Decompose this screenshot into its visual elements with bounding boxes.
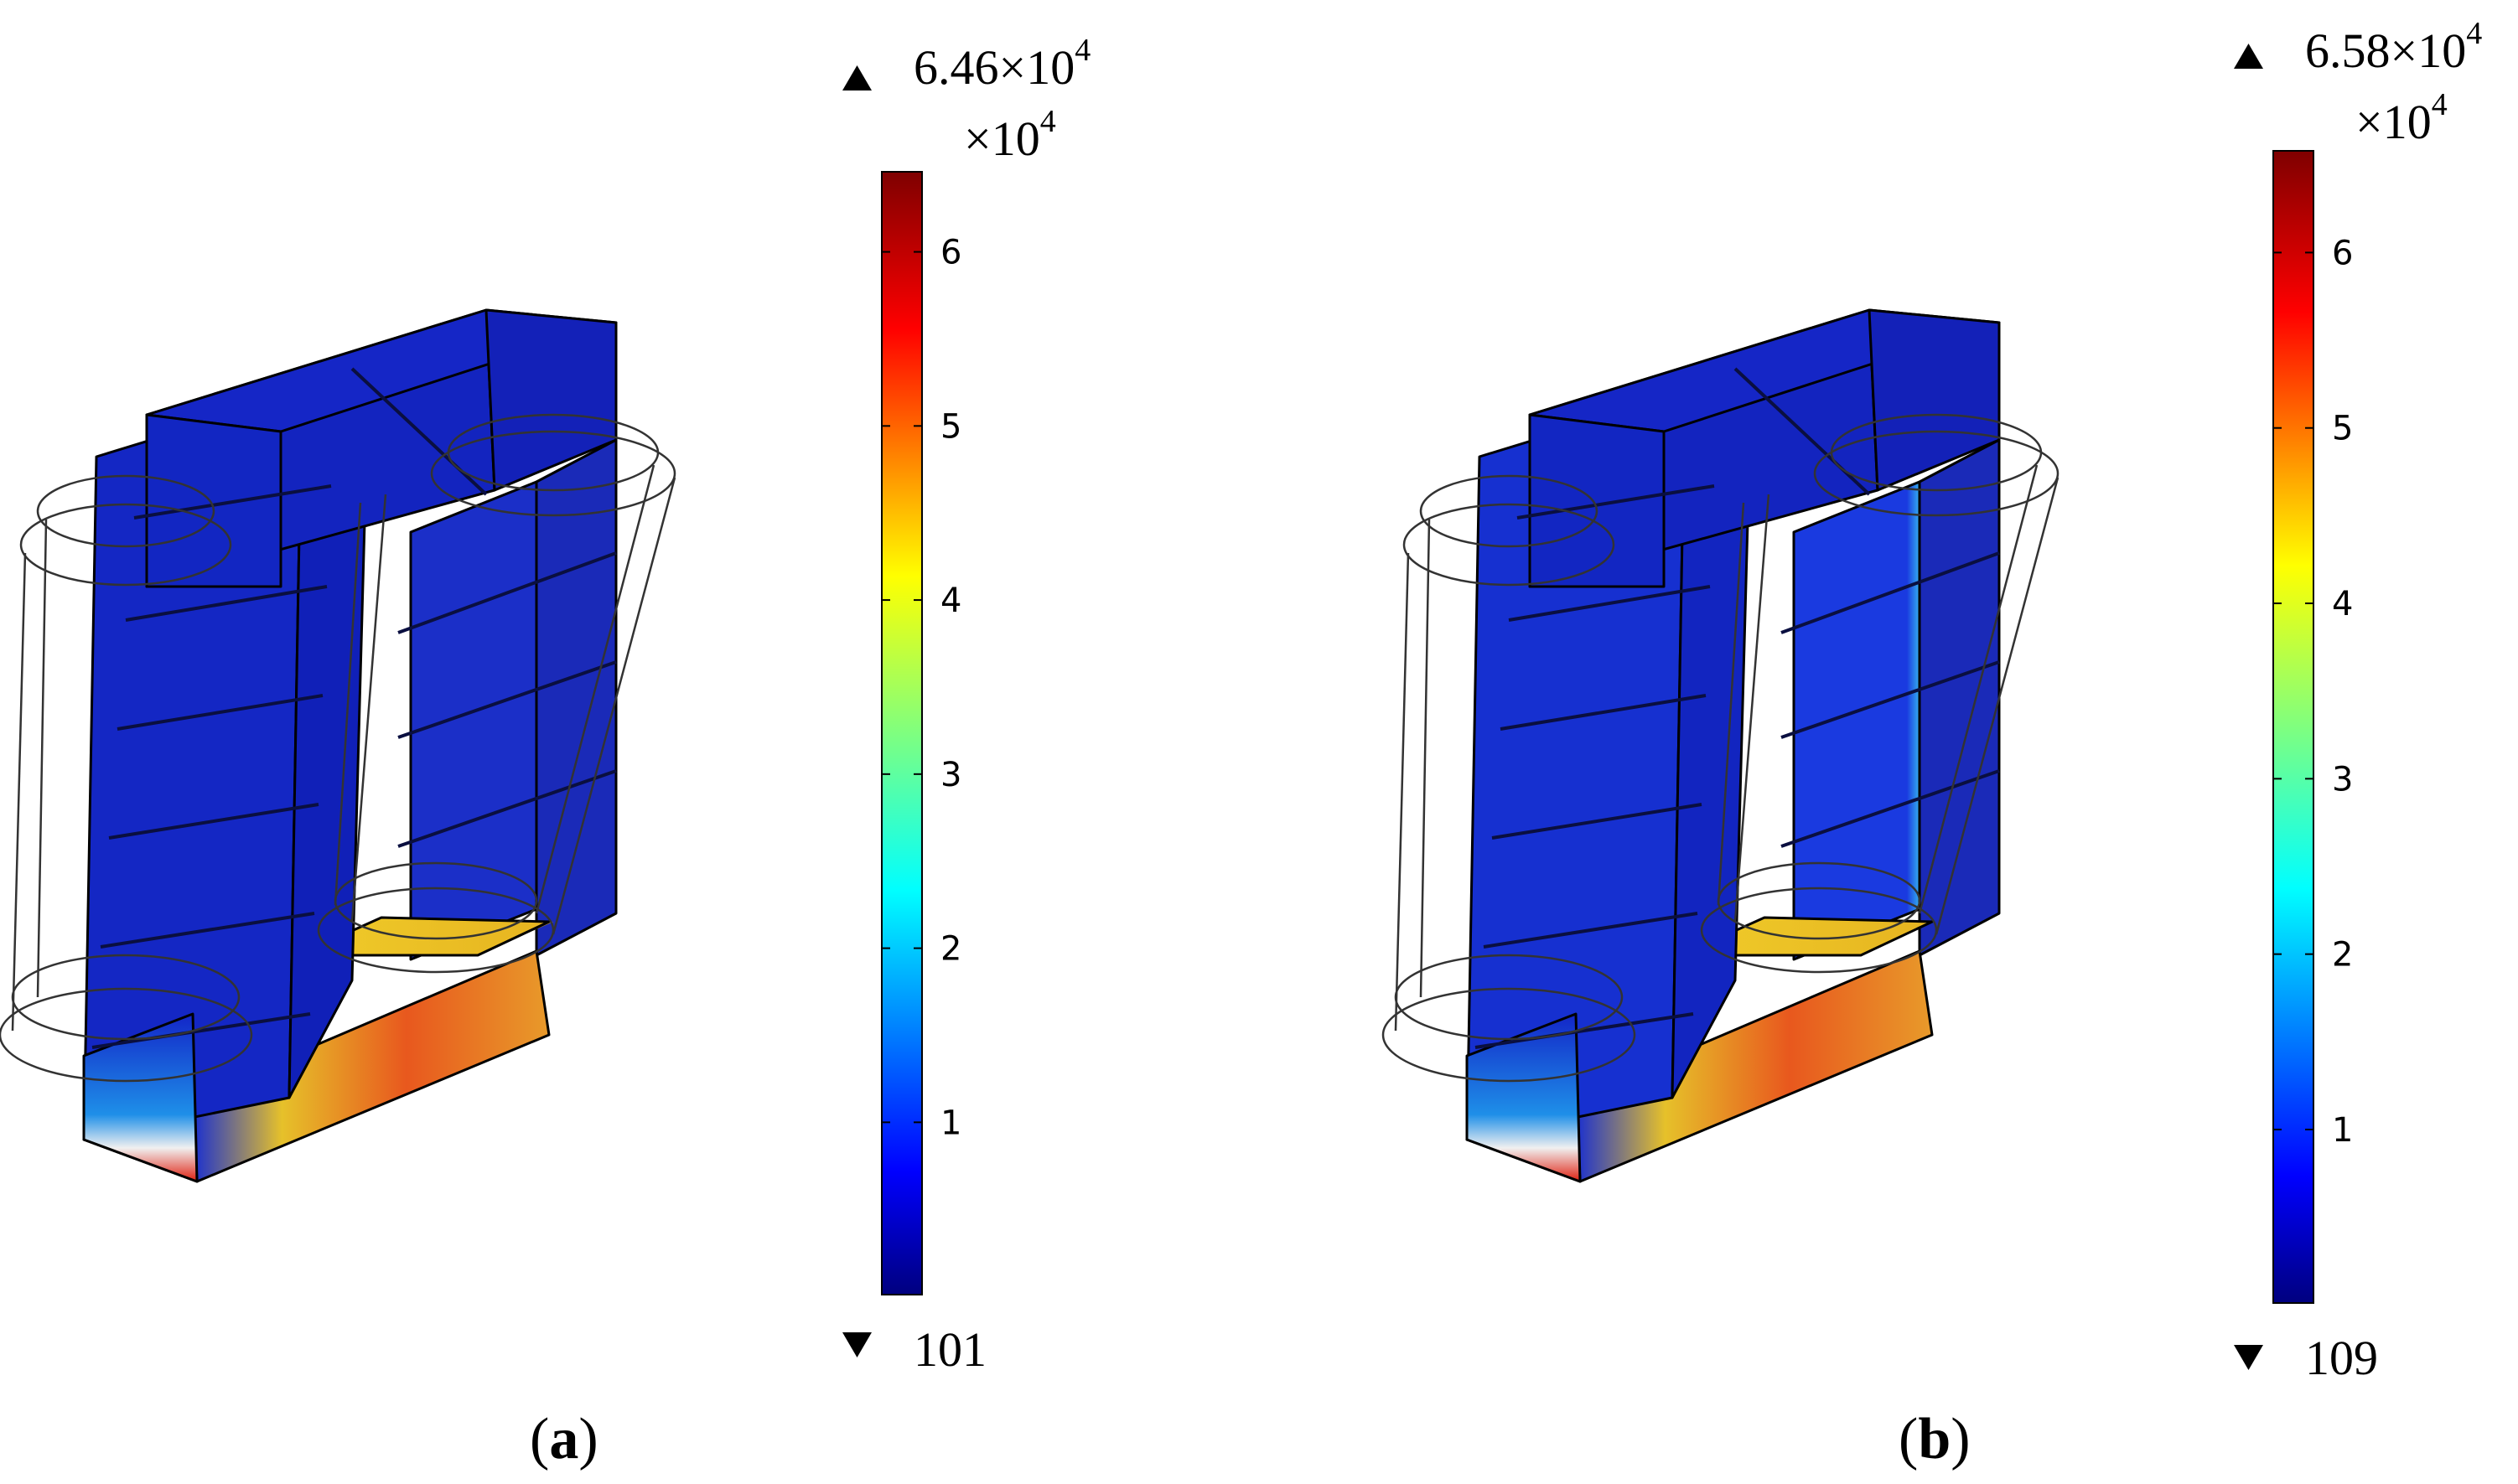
- colorbar-tick-label: 1: [2332, 1111, 2353, 1150]
- colorbar-max-label-b: 6.58×104: [2305, 16, 2482, 78]
- colorbar-tick-label: 2: [940, 930, 961, 969]
- colorbar-multiplier-b: ×104: [2355, 87, 2448, 149]
- colorbar-ticks-a: 1 2 3 4 5 6: [882, 234, 961, 1142]
- core-model-a: [82, 308, 618, 1183]
- panel-a: 1 2 3 4 5 6 6.46×104 ×104 101 (a): [0, 33, 1091, 1471]
- colorbar-b: 1 2 3 4 5 6 6.58×104 ×104 109: [2234, 16, 2482, 1385]
- colorbar-tick-label: 2: [2332, 936, 2353, 975]
- colorbar-a: 1 2 3 4 5 6 6.46×104 ×104 101: [842, 33, 1091, 1377]
- core-model-b: [1465, 308, 2001, 1183]
- colorbar-tick-label: 5: [2332, 410, 2353, 448]
- min-triangle-icon: [2234, 1345, 2263, 1370]
- caption-a: (a): [530, 1407, 598, 1471]
- colorbar-tick-label: 6: [940, 234, 961, 272]
- colorbar-tick-label: 3: [2332, 760, 2353, 799]
- max-triangle-icon: [2234, 44, 2263, 69]
- coil-outlines-a: [0, 413, 676, 1083]
- colorbar-tick-label: 6: [2332, 234, 2353, 272]
- colorbar-max-label-a: 6.46×104: [914, 33, 1091, 95]
- min-triangle-icon: [842, 1332, 872, 1357]
- colorbar-tick-label: 5: [940, 407, 961, 446]
- coil-outlines-b: [1381, 413, 2059, 1083]
- caption-b: (b): [1899, 1407, 1971, 1471]
- colorbar-tick-label: 4: [2332, 585, 2353, 623]
- colorbar-gradient-b: [2272, 150, 2314, 1304]
- colorbar-ticks-b: 1 2 3 4 5 6: [2273, 234, 2353, 1150]
- colorbar-tick-label: 4: [940, 582, 961, 620]
- max-triangle-icon: [842, 65, 872, 90]
- colorbar-multiplier-a: ×104: [964, 104, 1056, 166]
- panel-b: 1 2 3 4 5 6 6.58×104 ×104 109 (b): [1381, 16, 2482, 1471]
- colorbar-tick-label: 1: [940, 1104, 961, 1142]
- colorbar-tick-label: 3: [940, 756, 961, 794]
- colorbar-gradient-a: [881, 171, 923, 1295]
- colorbar-min-label-a: 101: [914, 1322, 987, 1377]
- colorbar-min-label-b: 109: [2305, 1331, 2378, 1385]
